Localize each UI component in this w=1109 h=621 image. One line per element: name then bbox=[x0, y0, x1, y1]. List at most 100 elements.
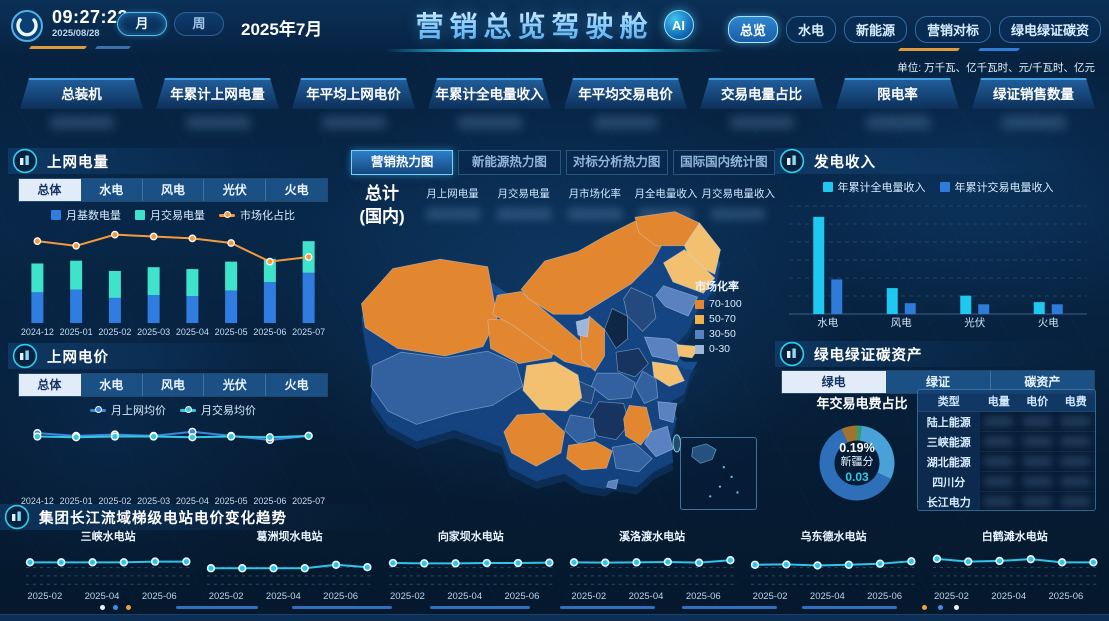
kpi-card-总装机[interactable]: 总装机 bbox=[20, 78, 143, 136]
kpi-label: 绿证销售数量 bbox=[972, 78, 1095, 109]
kpi-label: 年累计全电量收入 bbox=[428, 78, 551, 109]
energy-tab-光伏[interactable]: 光伏 bbox=[204, 179, 267, 201]
map-province[interactable] bbox=[492, 290, 600, 368]
map-province[interactable] bbox=[615, 347, 649, 378]
map-province[interactable] bbox=[623, 287, 657, 332]
metric-月交易电量收入: 月交易电量收入 bbox=[702, 186, 775, 220]
map-province[interactable] bbox=[651, 361, 685, 387]
map-tab-国际国内统计图[interactable]: 国际国内统计图 bbox=[672, 150, 775, 175]
panel-header: 发电收入 bbox=[775, 148, 1101, 174]
table-row-陆上能源[interactable]: 陆上能源 bbox=[918, 412, 1095, 432]
x-tick: 2025-02 bbox=[934, 591, 969, 602]
panel-icon bbox=[12, 343, 38, 369]
map-tab-新能源热力图[interactable]: 新能源热力图 bbox=[458, 150, 561, 175]
green-tab-碳资产[interactable]: 碳资产 bbox=[990, 371, 1094, 393]
kpi-card-年累计上网电量[interactable]: 年累计上网电量 bbox=[156, 78, 279, 136]
table-cell-redacted bbox=[1018, 472, 1056, 491]
map-province[interactable] bbox=[611, 442, 653, 473]
mini-chart-plot bbox=[749, 543, 917, 590]
green-tab-绿电[interactable]: 绿电 bbox=[782, 371, 887, 393]
map-province[interactable] bbox=[566, 441, 613, 471]
nav-item-绿电绿证碳资[interactable]: 绿电绿证碳资 bbox=[998, 16, 1101, 43]
map-province[interactable] bbox=[644, 425, 674, 458]
price-tab-光伏[interactable]: 光伏 bbox=[204, 374, 267, 396]
legend-line-swatch bbox=[219, 211, 235, 218]
map-province[interactable] bbox=[623, 404, 653, 446]
kpi-card-交易电量占比[interactable]: 交易电量占比 bbox=[700, 78, 823, 136]
table-cell-type: 三峡能源 bbox=[918, 432, 980, 451]
map-province[interactable] bbox=[634, 370, 659, 404]
price-tab-总体[interactable]: 总体 bbox=[19, 374, 81, 396]
kpi-card-限电率[interactable]: 限电率 bbox=[836, 78, 959, 136]
legend-item-月基数电量: 月基数电量 bbox=[51, 207, 121, 223]
price-tab-水电[interactable]: 水电 bbox=[80, 374, 143, 396]
nav-item-水电[interactable]: 水电 bbox=[785, 16, 836, 43]
map-province[interactable] bbox=[588, 401, 630, 441]
kpi-value-redacted bbox=[593, 116, 658, 129]
map-province[interactable] bbox=[590, 372, 636, 401]
page-title: 营销总览驾驶舱 bbox=[415, 5, 653, 45]
map-province[interactable] bbox=[503, 412, 566, 467]
table-header-类型: 类型 bbox=[937, 395, 960, 408]
table-row-三峡能源[interactable]: 三峡能源 bbox=[918, 432, 1095, 452]
panel-icon bbox=[12, 148, 38, 174]
x-tick: 2025-02 bbox=[390, 591, 425, 602]
nav-item-营销对标[interactable]: 营销对标 bbox=[914, 16, 991, 43]
kpi-card-年平均上网电价[interactable]: 年平均上网电价 bbox=[292, 78, 415, 136]
redacted-value bbox=[1061, 437, 1091, 446]
map-province[interactable] bbox=[663, 249, 716, 294]
map-province[interactable] bbox=[575, 317, 590, 338]
svg-text:2025-07: 2025-07 bbox=[292, 496, 325, 506]
green-tab-绿证[interactable]: 绿证 bbox=[886, 371, 991, 393]
table-cell-redacted bbox=[980, 452, 1018, 471]
price-tab-火电[interactable]: 火电 bbox=[266, 374, 327, 396]
energy-tab-总体[interactable]: 总体 bbox=[19, 179, 81, 201]
legend-item-年累计交易电量收入: 年累计交易电量收入 bbox=[939, 179, 1054, 195]
table-row-四川分[interactable]: 四川分 bbox=[918, 472, 1095, 492]
mini-chart-xaxis: 2025-02 2025-04 2025-06 bbox=[24, 590, 192, 603]
map-province[interactable] bbox=[657, 401, 678, 423]
map-tab-对标分析热力图[interactable]: 对标分析热力图 bbox=[565, 150, 668, 175]
map-province[interactable] bbox=[370, 350, 524, 425]
map-tab-营销热力图[interactable]: 营销热力图 bbox=[351, 150, 454, 175]
map-province[interactable] bbox=[520, 220, 664, 315]
nav-item-总览[interactable]: 总览 bbox=[727, 16, 778, 43]
redacted-value bbox=[1061, 417, 1091, 426]
table-header-电费: 电费 bbox=[1064, 395, 1087, 408]
clock: 09:27:22 2025/08/28 bbox=[52, 8, 128, 39]
map-legend-item-0-30: 0-30 bbox=[695, 343, 771, 355]
kpi-card-年累计全电量收入[interactable]: 年累计全电量收入 bbox=[428, 78, 551, 136]
period-button-month[interactable]: 月 bbox=[117, 12, 167, 36]
map-legend-label: 50-70 bbox=[709, 313, 736, 325]
map-province[interactable] bbox=[522, 361, 583, 412]
map-province[interactable] bbox=[676, 344, 701, 359]
table-row-长江电力[interactable]: 长江电力 bbox=[918, 492, 1095, 510]
panel-title: 发电收入 bbox=[814, 154, 876, 171]
energy-tab-水电[interactable]: 水电 bbox=[80, 179, 143, 201]
kpi-card-绿证销售数量[interactable]: 绿证销售数量 bbox=[972, 78, 1095, 136]
kpi-card-年平均交易电价[interactable]: 年平均交易电价 bbox=[564, 78, 687, 136]
nav-item-新能源[interactable]: 新能源 bbox=[843, 16, 907, 43]
map-province[interactable] bbox=[655, 285, 699, 317]
table-header-电价: 电价 bbox=[1026, 395, 1049, 408]
deco-bar bbox=[977, 48, 1021, 51]
mini-chart-xaxis: 2025-02 2025-04 2025-06 bbox=[568, 590, 736, 603]
svg-text:火电: 火电 bbox=[1038, 316, 1060, 329]
price-tab-bar: 总体 水电 风电 光伏 火电 bbox=[18, 373, 328, 397]
map-province[interactable] bbox=[604, 307, 628, 349]
energy-tab-风电[interactable]: 风电 bbox=[142, 179, 205, 201]
redacted-value bbox=[984, 477, 1014, 486]
metric-value-redacted bbox=[496, 208, 551, 220]
ai-assistant-button[interactable]: AI bbox=[663, 10, 694, 40]
table-cell-redacted bbox=[980, 432, 1018, 451]
energy-tab-火电[interactable]: 火电 bbox=[266, 179, 327, 201]
map-province[interactable] bbox=[564, 414, 596, 444]
table-row-湖北能源[interactable]: 湖北能源 bbox=[918, 452, 1095, 472]
price-tab-风电[interactable]: 风电 bbox=[142, 374, 205, 396]
table-cell-redacted bbox=[1057, 452, 1095, 471]
redacted-value bbox=[1061, 497, 1091, 506]
period-button-week[interactable]: 周 bbox=[174, 12, 224, 36]
legend-item-月上网均价: 月上网均价 bbox=[90, 402, 166, 418]
table-cell-type: 长江电力 bbox=[918, 492, 980, 510]
map-province[interactable] bbox=[606, 479, 619, 490]
